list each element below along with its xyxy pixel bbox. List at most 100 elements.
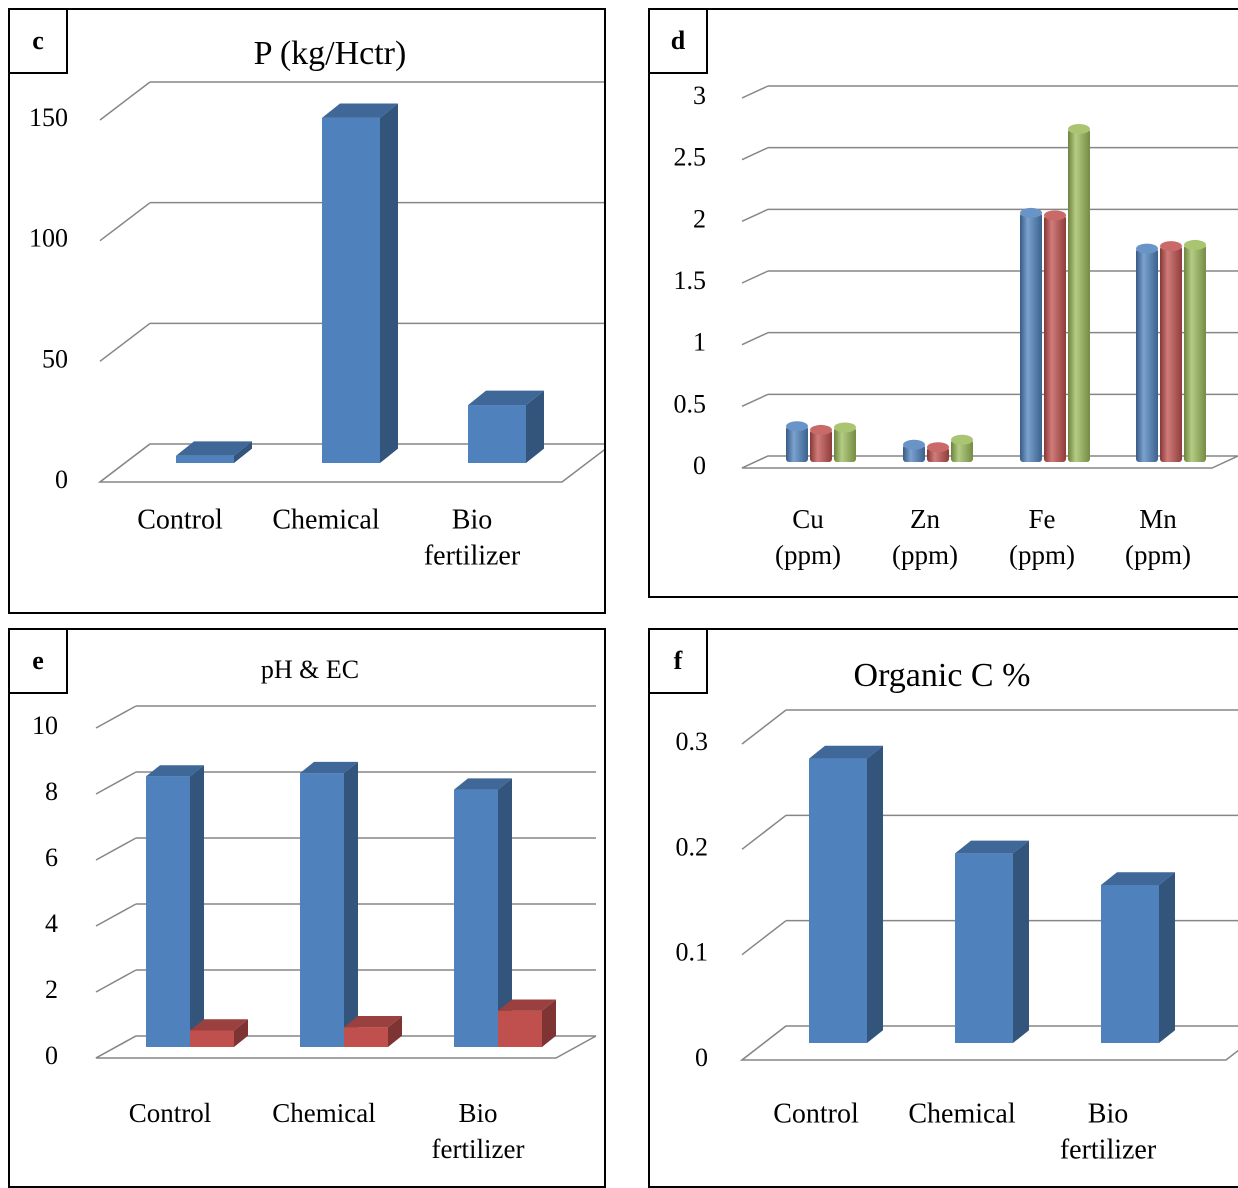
gridline-diagonal [99, 202, 151, 242]
bar-top [903, 439, 925, 450]
x-tick-label: (ppm) [892, 540, 958, 570]
x-tick-label: Control [137, 504, 223, 535]
bar [1184, 244, 1206, 462]
bar-top [810, 424, 832, 435]
y-tick-label: 0.2 [676, 832, 709, 861]
chart-panel-d: d 0 0.5 1 1.5 2 2.5 3 Cu (ppm) Zn (ppm) Fe (ppm) Mn (p… [648, 8, 1238, 598]
bar [176, 455, 234, 463]
y-tick-label: 1 [693, 328, 706, 357]
bar [498, 1010, 542, 1047]
x-tick-label: Chemical [272, 504, 380, 535]
bar-side [234, 1019, 248, 1047]
y-tick-label: 4 [45, 909, 58, 938]
chart-title: pH & EC [261, 655, 359, 684]
bar-top [955, 840, 1029, 854]
bar [834, 427, 856, 462]
bar [1136, 248, 1158, 462]
y-tick-label: 150 [29, 103, 68, 132]
bar [786, 426, 808, 462]
gridline-diagonal [95, 837, 137, 861]
bar-top [498, 999, 556, 1011]
x-tick-label: Bio [452, 504, 492, 535]
bar [300, 773, 344, 1047]
y-tick-label: 2 [45, 975, 58, 1004]
gridline-diagonal [741, 709, 787, 745]
y-tick-label: 0.5 [674, 389, 707, 418]
x-tick-label: fertilizer [424, 540, 521, 571]
bar-top [1101, 872, 1175, 885]
y-tick-label: 0 [695, 1043, 708, 1072]
gridline-diagonal [741, 146, 769, 161]
bar-top [468, 390, 544, 406]
chart-panel-e: e pH & EC 0 2 4 6 8 10 Control Chemical Bio fertil… [8, 628, 606, 1188]
x-tick-label: Chemical [908, 1098, 1016, 1129]
x-tick-label: (ppm) [1125, 540, 1191, 570]
bar-top [344, 1016, 402, 1028]
x-tick-label: fertilizer [432, 1134, 525, 1164]
bar [468, 405, 526, 463]
bar [809, 758, 867, 1043]
bar-side [344, 761, 358, 1047]
bar [951, 439, 973, 462]
panel-label: c [10, 10, 68, 74]
gridline-diagonal [99, 81, 151, 121]
x-tick-label: (ppm) [1009, 540, 1075, 570]
chart-svg-c: P (kg/Hctr) 0 50 100 150 Control Chemical Bio fe… [29, 35, 604, 571]
x-tick-label: Chemical [272, 1098, 375, 1128]
y-tick-label: 8 [45, 777, 58, 806]
bar-top [1184, 239, 1206, 250]
bar [1101, 885, 1159, 1043]
gridline-diagonal [741, 270, 769, 284]
gridline-diagonal [741, 85, 769, 99]
bar-top [1020, 207, 1042, 218]
gridline-diagonal [95, 903, 137, 927]
x-tick-label: Mn [1139, 504, 1177, 534]
y-tick-label: 2 [693, 204, 706, 233]
chart-title: P (kg/Hctr) [254, 35, 407, 72]
bar-top [1044, 210, 1066, 221]
bar-side [190, 765, 204, 1047]
bar-side [1013, 840, 1029, 1043]
bar-side [388, 1016, 402, 1047]
bar [344, 1027, 388, 1047]
gridline-diagonal [95, 705, 137, 729]
gridline-diagonal [741, 814, 787, 850]
bar-top [146, 765, 204, 777]
y-tick-label: 3 [693, 81, 706, 110]
x-tick-label: (ppm) [775, 540, 841, 570]
bar [955, 853, 1013, 1043]
gridline-diagonal [95, 969, 137, 993]
x-tick-label: Zn [910, 504, 940, 534]
bar-top [927, 442, 949, 453]
gridline-diagonal [99, 322, 151, 362]
y-tick-label: 2.5 [674, 143, 707, 172]
bar [810, 429, 832, 462]
bar-top [834, 422, 856, 433]
x-tick-label: fertilizer [1060, 1134, 1157, 1165]
bar-side [867, 745, 883, 1043]
gridline-diagonal [741, 208, 769, 223]
bar [454, 789, 498, 1047]
y-tick-label: 0 [693, 451, 706, 480]
y-tick-label: 0.1 [676, 938, 709, 967]
chart-title: Organic C % [854, 657, 1031, 694]
bar-side [542, 999, 556, 1047]
bar-top [1136, 243, 1158, 254]
y-tick-label: 50 [42, 344, 68, 373]
bar-top [300, 761, 358, 774]
bar-top [951, 434, 973, 445]
bar [146, 776, 190, 1047]
x-tick-label: Cu [792, 504, 824, 534]
x-tick-label: Bio [1088, 1098, 1128, 1129]
bar-top [1160, 241, 1182, 252]
chart-svg-d: 0 0.5 1 1.5 2 2.5 3 Cu (ppm) Zn (ppm) Fe (ppm) Mn (ppm… [674, 81, 1238, 570]
bar-side [526, 390, 544, 463]
x-tick-label: Bio [458, 1098, 497, 1128]
y-tick-label: 0.3 [676, 727, 709, 756]
bar-side [234, 441, 252, 463]
chart-panel-c: c P (kg/Hctr) 0 50 100 150 Control Chemical Bio… [8, 8, 606, 614]
bar [322, 117, 380, 463]
bar [1068, 129, 1090, 462]
bar-top [809, 745, 883, 759]
x-tick-label: Control [129, 1098, 212, 1128]
